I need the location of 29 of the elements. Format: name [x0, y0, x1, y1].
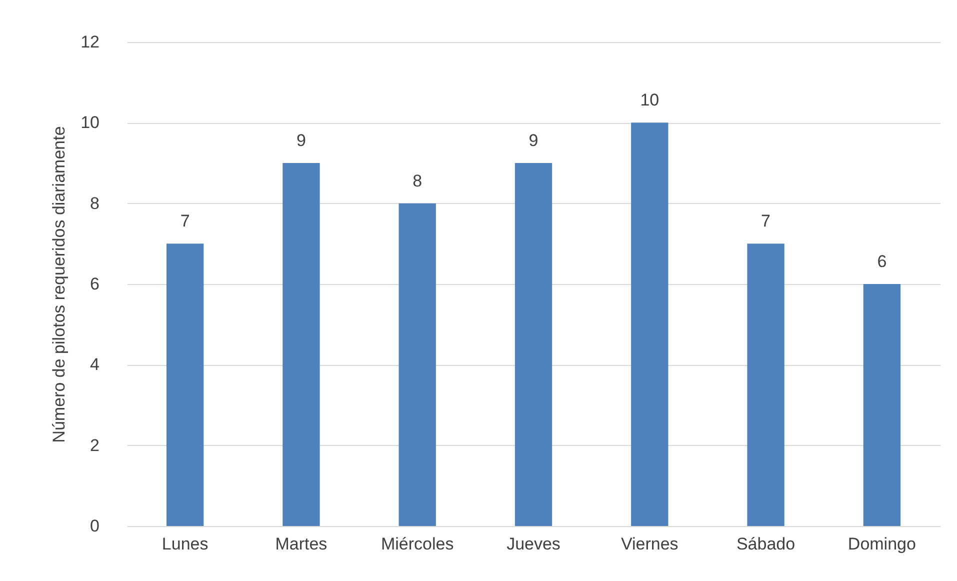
bar	[514, 163, 552, 526]
y-tick-label: 10	[80, 113, 100, 132]
bar	[747, 244, 784, 526]
y-tick-label: 6	[90, 274, 100, 294]
x-tick-label: Sábado	[736, 534, 796, 554]
bar	[166, 244, 204, 526]
bar	[398, 203, 436, 526]
x-tick-label: Domingo	[848, 534, 916, 554]
x-tick-label: Viernes	[620, 534, 678, 554]
bar	[863, 284, 901, 526]
y-tick-label: 2	[90, 436, 100, 455]
bar	[631, 122, 668, 526]
data-label: 8	[412, 171, 422, 190]
y-tick-label: 8	[90, 194, 100, 213]
x-tick-label: Martes	[275, 534, 328, 554]
data-label: 7	[761, 212, 771, 231]
y-axis-title: Número de pilotos requeridos diariamente	[50, 126, 69, 443]
x-tick-label: Jueves	[506, 534, 560, 554]
data-label: 10	[640, 90, 660, 110]
bar	[282, 163, 320, 526]
x-tick-label: Miércoles	[380, 534, 454, 554]
x-tick-label: Lunes	[162, 534, 208, 554]
data-label: 9	[296, 131, 306, 150]
data-label: 6	[877, 252, 887, 271]
y-tick-label: 12	[80, 32, 100, 52]
y-tick-label: 4	[90, 355, 100, 374]
data-label: 9	[528, 131, 538, 150]
y-tick-label: 0	[90, 516, 100, 536]
data-label: 7	[180, 212, 190, 231]
